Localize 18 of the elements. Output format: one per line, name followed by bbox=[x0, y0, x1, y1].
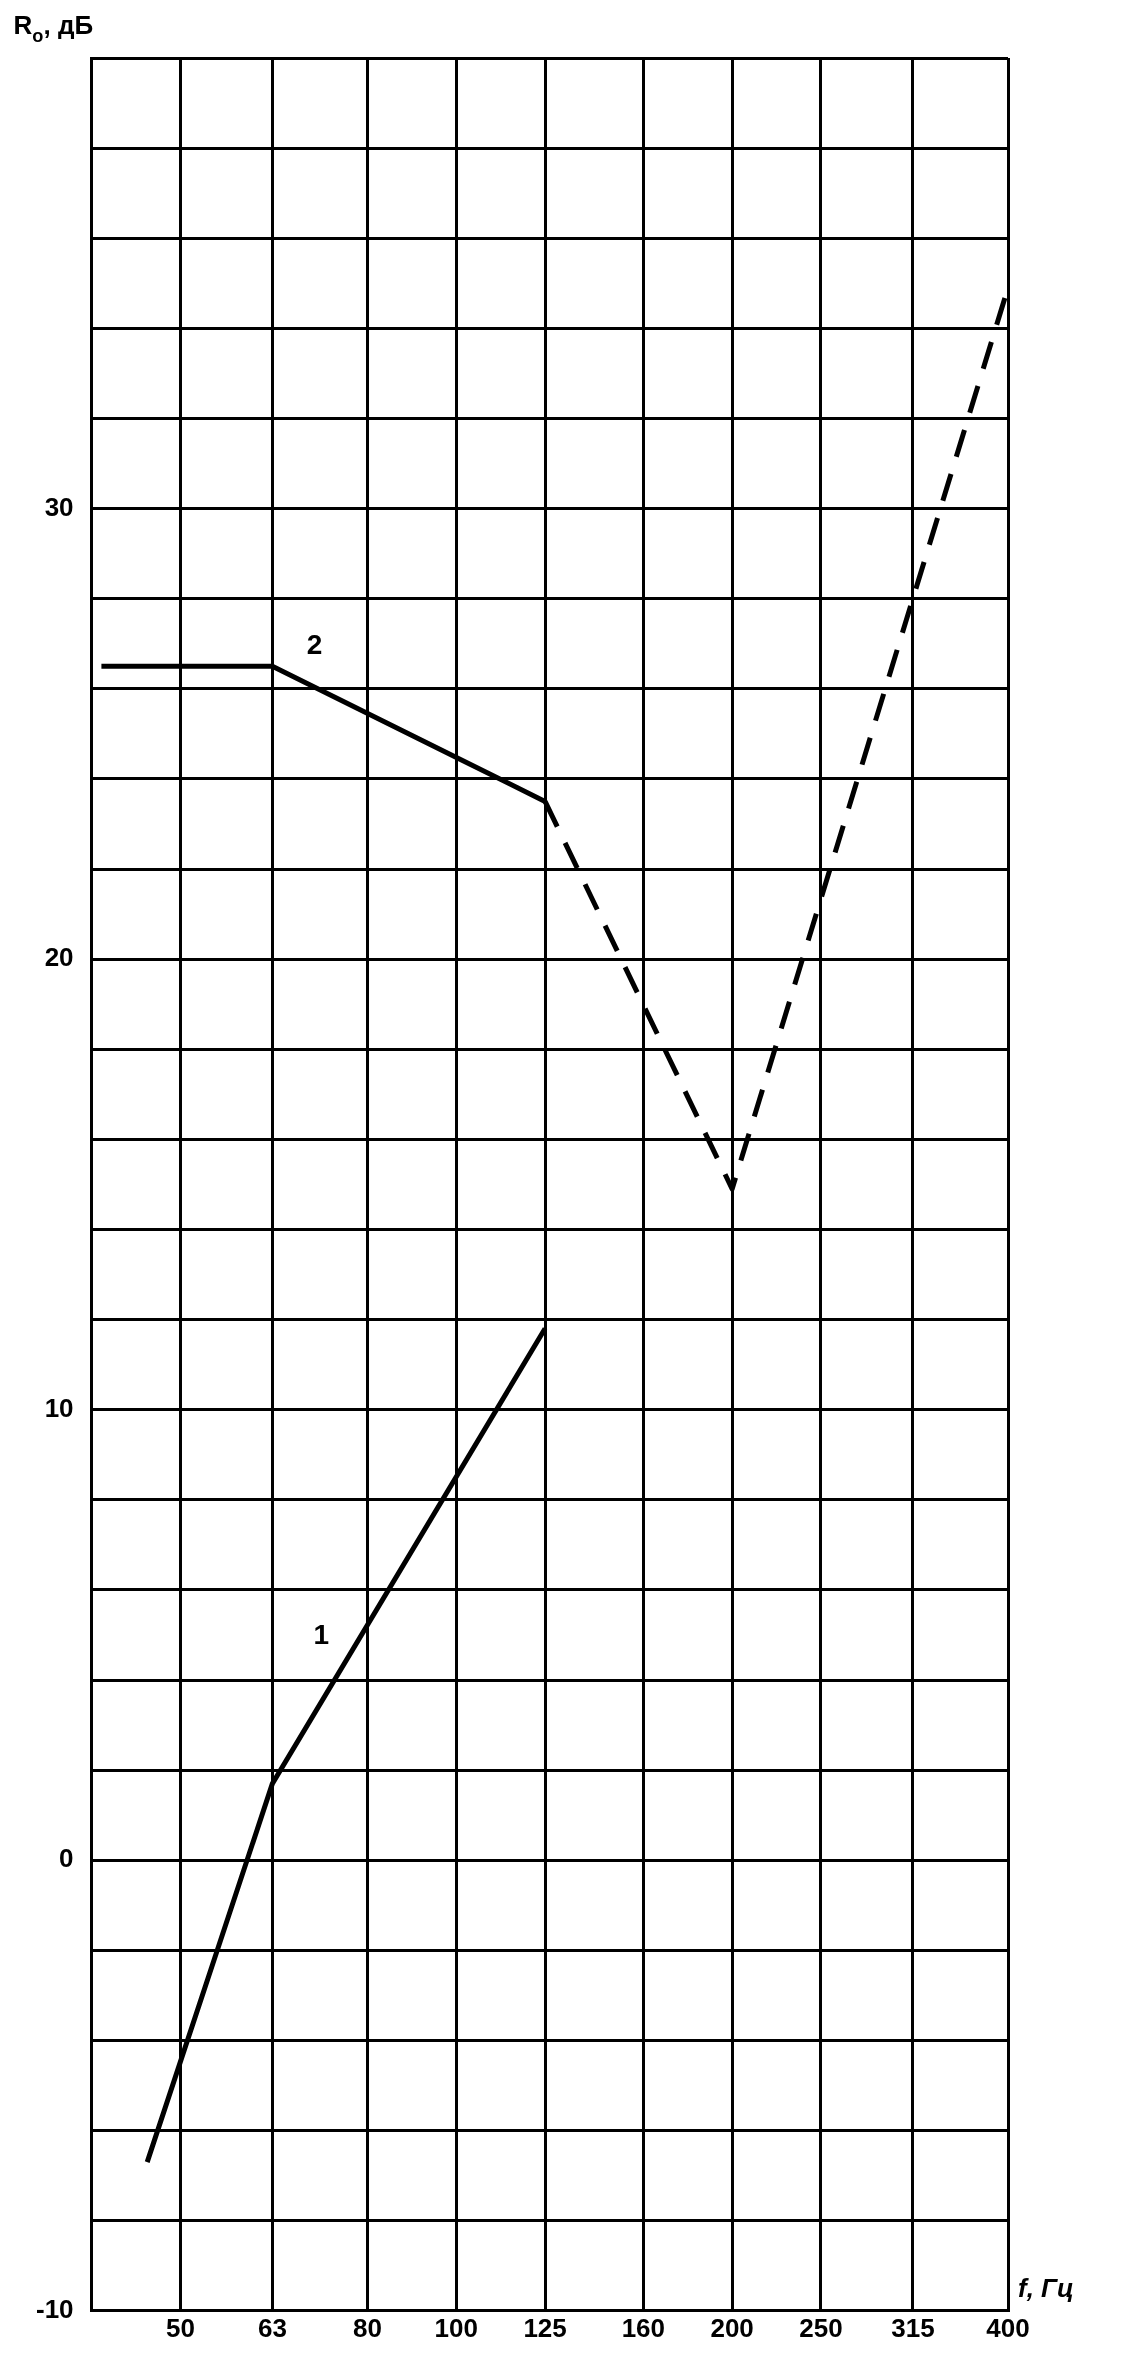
y-tick-label: -10 bbox=[36, 2293, 74, 2324]
x-tick-label: 315 bbox=[891, 2312, 935, 2343]
x-tick-label: 100 bbox=[434, 2312, 478, 2343]
x-tick-label: 160 bbox=[621, 2312, 666, 2343]
y-tick-label: 30 bbox=[44, 491, 74, 522]
x-tick-label: 400 bbox=[986, 2312, 1030, 2343]
x-axis-title: f, Гц bbox=[1018, 2272, 1074, 2303]
x-tick-label: 125 bbox=[523, 2312, 567, 2343]
y-tick-label: 20 bbox=[44, 942, 74, 973]
y-tick-label: 10 bbox=[44, 1392, 74, 1423]
x-tick-label: 63 bbox=[257, 2312, 287, 2343]
x-tick-label: 50 bbox=[165, 2312, 195, 2343]
series-label: 2 bbox=[306, 628, 323, 660]
x-tick-label: 80 bbox=[352, 2312, 382, 2343]
y-tick-label: 0 bbox=[59, 1843, 74, 1874]
series-label: 1 bbox=[313, 1618, 330, 1650]
x-tick-label: 250 bbox=[799, 2312, 843, 2343]
x-tick-label: 200 bbox=[710, 2312, 754, 2343]
